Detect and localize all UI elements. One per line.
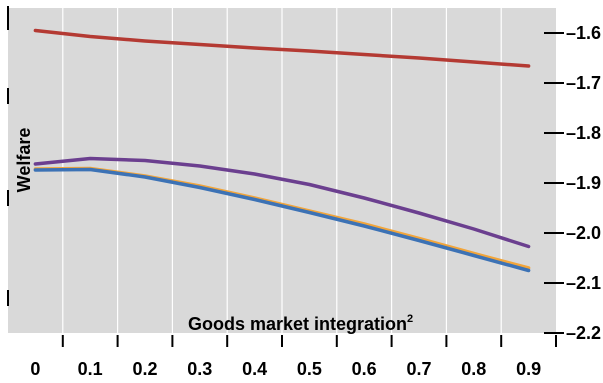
- x-tick-labels: 0 0.1 0.2 0.3 0.4 0.5 0.6 0.7 0.8 0.9: [30, 359, 541, 379]
- x-tick-label: 0.8: [461, 359, 486, 379]
- series-line-1: [33, 28, 531, 68]
- x-tick-label: 0.3: [187, 359, 212, 379]
- y-tick-label: –1.7: [566, 73, 601, 93]
- x-tick-label: 0.7: [406, 359, 431, 379]
- y-tick-label: –1.9: [566, 173, 601, 193]
- x-tick-label: 0.5: [297, 359, 322, 379]
- y-tick-label: –2.2: [566, 323, 601, 343]
- y-axis-title: Welfare: [14, 128, 34, 193]
- axis-ticks: [7, 6, 564, 347]
- x-tick-label: 0.6: [352, 359, 377, 379]
- x-axis-title-text: Goods market integration: [188, 314, 407, 334]
- series-line-4: [33, 167, 531, 273]
- y-tick-label: –1.8: [566, 123, 601, 143]
- series-layer: [33, 28, 531, 273]
- y-tick-label: –1.6: [566, 23, 601, 43]
- x-tick-label: 0: [30, 359, 40, 379]
- y-tick-labels: –1.6 –1.7 –1.8 –1.9 –2.0 –2.1 –2.2: [566, 23, 601, 343]
- series-line-2: [33, 156, 531, 249]
- y-tick-label: –2.1: [566, 273, 601, 293]
- x-axis-title-superscript: 2: [407, 313, 413, 325]
- y-tick-label: –2.0: [566, 223, 601, 243]
- x-tick-label: 0.9: [516, 359, 541, 379]
- x-axis-title: Goods market integration2: [188, 313, 413, 334]
- x-tick-label: 0.4: [242, 359, 267, 379]
- x-tick-label: 0.1: [78, 359, 103, 379]
- x-tick-label: 0.2: [132, 359, 157, 379]
